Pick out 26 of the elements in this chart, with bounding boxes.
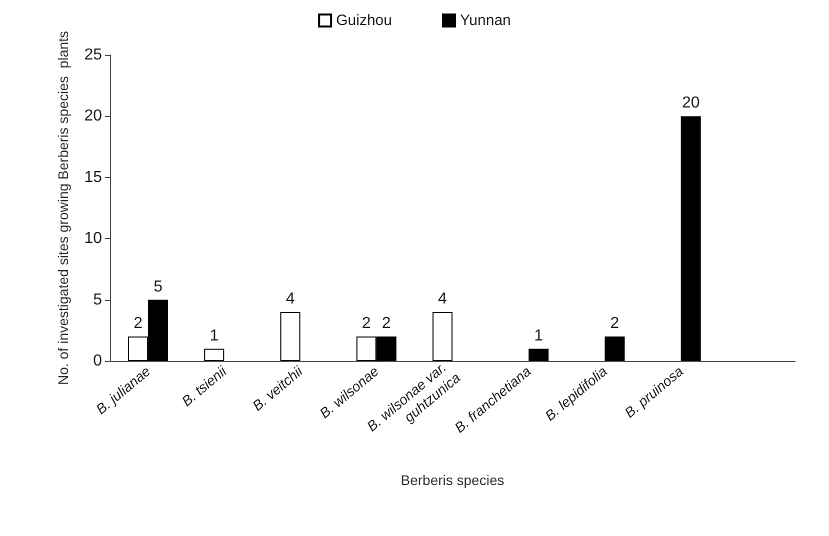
y-tick-label: 10 [84,230,102,248]
data-label: 1 [210,327,219,344]
legend-label: Yunnan [460,12,511,29]
bar [680,116,701,361]
bar [604,336,625,361]
data-label: 4 [286,290,295,308]
y-tick-label: 0 [93,352,102,370]
data-label: 1 [534,327,544,344]
bar [432,312,452,361]
bar [280,312,300,361]
y-tick-label: 25 [84,46,102,64]
y-tick-label: 15 [84,168,102,186]
data-label: 2 [382,315,391,332]
y-tick-label: 20 [84,108,102,125]
bar [204,348,224,361]
data-label: 2 [362,315,371,332]
data-label: 2 [134,315,143,332]
data-label: 4 [438,290,448,308]
bar [528,348,549,361]
data-label: 20 [682,94,700,112]
legend-label: Guizhou [336,12,392,29]
y-tick-label: 5 [93,291,102,308]
x-axis-title: Berberis species [400,472,504,488]
data-label: 2 [610,315,620,332]
y-axis-title: No. of investigated sites growing Berberis species plants [55,30,71,386]
data-label: 5 [154,278,163,296]
